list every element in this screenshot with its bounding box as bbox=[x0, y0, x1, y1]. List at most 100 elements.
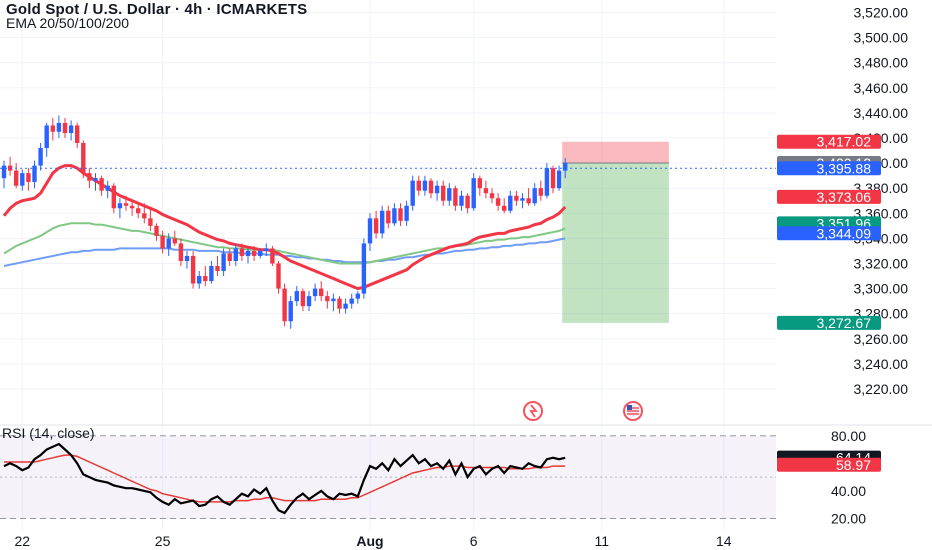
candle bbox=[373, 210, 379, 239]
candle bbox=[129, 200, 135, 216]
candle bbox=[50, 117, 55, 141]
candle bbox=[453, 185, 458, 211]
candle bbox=[483, 180, 489, 199]
price-badge-bg bbox=[777, 315, 881, 330]
candle-body bbox=[81, 143, 86, 174]
candle bbox=[166, 233, 171, 256]
rsi-ma-line bbox=[4, 454, 566, 503]
time-tick-label: 6 bbox=[470, 533, 478, 549]
candle bbox=[270, 245, 275, 266]
candle bbox=[136, 203, 141, 219]
candle bbox=[32, 160, 37, 189]
candle bbox=[355, 291, 360, 304]
candle bbox=[87, 168, 92, 189]
candle bbox=[380, 205, 385, 239]
candle-body bbox=[532, 188, 537, 204]
rsi-indicator-label[interactable]: RSI (14, close) bbox=[2, 425, 95, 441]
price-badge: 3,373.06 bbox=[777, 189, 881, 205]
time-axis[interactable]: 22 25 Aug 6 11 14 bbox=[15, 533, 732, 549]
candle-body bbox=[556, 170, 562, 189]
candle bbox=[105, 180, 110, 199]
candle-body bbox=[209, 266, 214, 282]
candle bbox=[544, 163, 550, 199]
candle bbox=[556, 165, 562, 191]
candle-body bbox=[343, 303, 348, 309]
candle bbox=[233, 243, 238, 266]
candle bbox=[264, 243, 269, 256]
candle-body bbox=[428, 180, 434, 194]
candle bbox=[111, 183, 116, 214]
candle bbox=[514, 190, 519, 206]
candle-body bbox=[38, 148, 43, 166]
rsi-badge-label: 58.97 bbox=[836, 457, 871, 473]
candle bbox=[1, 160, 7, 189]
price-badge: 3,417.02 bbox=[777, 134, 881, 150]
candle-body bbox=[184, 255, 190, 261]
candle-body bbox=[367, 218, 373, 244]
ema-50-line bbox=[3, 222, 566, 265]
stop-loss-zone[interactable] bbox=[562, 141, 669, 163]
candle-body bbox=[203, 276, 208, 282]
candle-body bbox=[239, 248, 245, 256]
candle-body bbox=[337, 298, 342, 309]
symbol-title[interactable]: Gold Spot / U.S. Dollar · 4h · ICMARKETS bbox=[6, 1, 308, 18]
candle-body bbox=[99, 178, 104, 191]
indicator-label[interactable]: EMA 20/50/100/200 bbox=[6, 15, 129, 31]
ema-lines bbox=[2, 164, 567, 291]
price-badge-label: 3,395.88 bbox=[817, 160, 872, 176]
candle bbox=[44, 122, 49, 157]
candle-body bbox=[276, 263, 281, 289]
candle-body bbox=[136, 208, 141, 214]
candle-body bbox=[142, 213, 147, 219]
candle-body bbox=[422, 180, 428, 191]
candle bbox=[81, 140, 86, 179]
candle-body bbox=[495, 198, 501, 206]
candle bbox=[331, 293, 336, 312]
candle-body bbox=[251, 250, 257, 256]
candle bbox=[117, 198, 123, 219]
candle-body bbox=[62, 122, 68, 133]
price-badge-label: 3,373.06 bbox=[817, 189, 872, 205]
candle-body bbox=[258, 250, 263, 256]
candle-body bbox=[68, 125, 74, 133]
candle-body bbox=[477, 178, 482, 189]
candle-body bbox=[306, 296, 312, 307]
rsi-value-badge: 58.97 bbox=[777, 457, 881, 473]
candle bbox=[209, 260, 214, 284]
price-tick-label: 3,320.00 bbox=[854, 255, 909, 271]
price-tick-label: 3,220.00 bbox=[854, 381, 909, 397]
candle bbox=[148, 208, 153, 231]
take-profit-zone[interactable] bbox=[562, 162, 669, 323]
candle bbox=[294, 286, 299, 307]
candle-body bbox=[87, 173, 92, 181]
time-tick-label: Aug bbox=[356, 533, 383, 549]
candle bbox=[434, 180, 440, 201]
candle bbox=[386, 205, 391, 229]
event-markers[interactable] bbox=[523, 401, 643, 421]
candle-body bbox=[459, 195, 464, 206]
candle bbox=[258, 248, 263, 259]
candle-body bbox=[483, 188, 489, 194]
candle bbox=[361, 238, 367, 299]
candle-body bbox=[166, 238, 171, 249]
us-economic-event-icon[interactable] bbox=[623, 401, 643, 421]
news-event-icon[interactable] bbox=[523, 401, 543, 421]
candle bbox=[251, 245, 257, 261]
candle bbox=[282, 283, 287, 327]
candle-body bbox=[404, 205, 409, 221]
candle bbox=[520, 193, 525, 209]
candle bbox=[56, 115, 62, 138]
price-tick-label: 3,300.00 bbox=[854, 281, 909, 297]
price-tick-label: 3,260.00 bbox=[854, 331, 909, 347]
candle bbox=[367, 213, 373, 251]
short-position-tool[interactable] bbox=[562, 141, 669, 323]
candle-body bbox=[123, 203, 129, 206]
price-badge-label: 3,417.02 bbox=[817, 134, 872, 150]
candle-body bbox=[270, 248, 275, 264]
rsi-tick-label: 80.00 bbox=[831, 428, 866, 444]
candle-body bbox=[434, 185, 440, 194]
candle bbox=[495, 193, 501, 211]
candle-body bbox=[373, 218, 379, 234]
